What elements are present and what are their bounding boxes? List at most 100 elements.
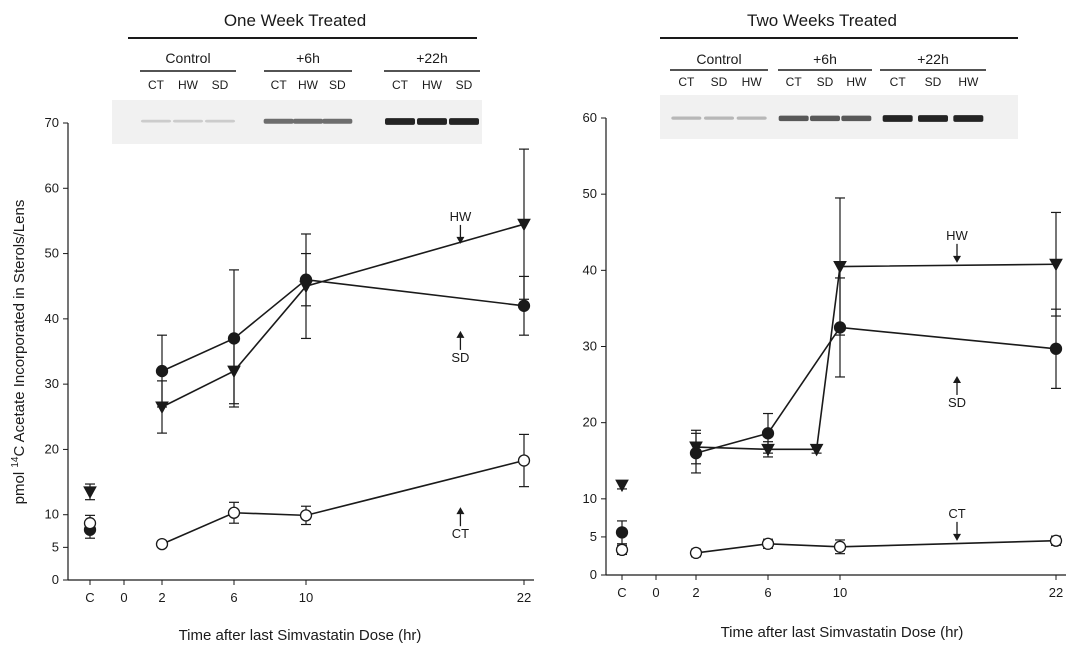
panel-one-week: One Week Treated Time after last Simvast…	[45, 11, 534, 644]
annotation-label: HW	[450, 209, 472, 224]
x-tick-label: 22	[1049, 585, 1063, 600]
blot-group-label: +22h	[917, 51, 949, 67]
blot-lane-label: SD	[711, 75, 728, 89]
y-tick-label: 30	[583, 339, 597, 354]
y-axis-label: pmol 14C Acetate Incorporated in Sterols…	[10, 200, 28, 505]
panel-title: One Week Treated	[224, 11, 366, 30]
x-tick-label: 6	[764, 585, 771, 600]
blot-group-label: +6h	[296, 50, 320, 66]
blot-lane-label: CT	[148, 78, 165, 92]
point-sd	[1049, 342, 1063, 355]
y-axis-label-superscript: 14	[10, 456, 21, 468]
y-tick-label: 10	[583, 491, 597, 506]
point-sd	[517, 299, 531, 312]
blot-band	[704, 116, 734, 120]
y-tick-label: 40	[583, 262, 597, 277]
x-axis-label: Time after last Simvastatin Dose (hr)	[721, 624, 964, 641]
blot-band	[953, 115, 984, 122]
blot-band	[173, 119, 203, 123]
blot-band	[736, 116, 767, 120]
y-tick-label: 60	[45, 180, 59, 195]
blot-band	[141, 119, 171, 123]
blot-band	[882, 115, 913, 122]
point-hw	[809, 443, 824, 457]
blot-band	[205, 119, 235, 123]
y-axis-label-prefix: pmol	[11, 468, 28, 505]
blot-lane-label: HW	[742, 75, 763, 89]
y-tick-label: 60	[583, 110, 597, 125]
y-axis-label-suffix: C Acetate Incorporated in Sterols/Lens	[11, 200, 28, 457]
blot-band	[778, 115, 809, 122]
blot-lane-label: SD	[456, 78, 473, 92]
annotation-label: HW	[946, 228, 968, 243]
panel-two-weeks: Two Weeks Treated Time after last Simvas…	[583, 11, 1066, 641]
blot-band	[263, 118, 294, 124]
annotation-label: SD	[948, 395, 966, 410]
blot-lane-label: CT	[392, 78, 409, 92]
point-hw	[83, 486, 97, 499]
blot-lane-label: CT	[678, 75, 695, 89]
point-sd	[761, 427, 775, 440]
point-ct	[227, 506, 241, 519]
x-tick-label: 2	[158, 590, 165, 605]
blot-band	[671, 116, 702, 120]
blot-band	[918, 115, 948, 122]
series-line-ct	[695, 539, 1057, 554]
y-tick-label: 0	[52, 572, 59, 587]
blot-group-label: Control	[165, 50, 210, 66]
blot-lane-label: SD	[212, 78, 229, 92]
y-tick-label: 40	[45, 311, 59, 326]
point-hw	[517, 218, 531, 232]
point-ct	[517, 454, 531, 467]
annotation-arrow-head	[456, 236, 465, 244]
y-tick-label: 20	[45, 441, 59, 456]
series-line-ct	[161, 459, 525, 545]
x-axis-label: Time after last Simvastatin Dose (hr)	[179, 627, 422, 644]
blot-band	[449, 118, 479, 125]
x-tick-label: 10	[833, 585, 847, 600]
blot-band	[417, 118, 447, 125]
y-tick-label: 5	[590, 529, 597, 544]
blot-band	[293, 118, 323, 124]
annotation-arrow-head	[456, 330, 465, 338]
y-tick-label: 50	[583, 186, 597, 201]
blot-band	[322, 118, 353, 124]
y-tick-label: 20	[583, 415, 597, 430]
blot-band	[841, 115, 872, 122]
annotation-label: CT	[948, 506, 965, 521]
x-tick-label: 0	[652, 585, 659, 600]
blot-lane-label: CT	[786, 75, 803, 89]
blot-lane-label: HW	[298, 78, 319, 92]
point-sd	[155, 364, 169, 378]
blot-lane-label: CT	[890, 75, 907, 89]
point-ct	[299, 509, 313, 522]
series-line-hw	[695, 263, 1057, 451]
point-sd	[615, 526, 629, 539]
annotation-arrow-head	[953, 375, 961, 383]
x-tick-label: 6	[230, 590, 237, 605]
blot-group-label: +6h	[813, 51, 837, 67]
annotation-arrow-head	[953, 255, 961, 263]
point-ct	[761, 537, 775, 550]
blot-lane-label: SD	[329, 78, 346, 92]
point-ct	[615, 543, 629, 557]
series-line-hw	[161, 223, 525, 408]
y-tick-label: 30	[45, 376, 59, 391]
point-sd	[227, 332, 241, 345]
point-hw	[1049, 258, 1063, 272]
blot-lane-label: HW	[846, 75, 867, 89]
blot-band	[810, 115, 840, 122]
x-tick-label: 22	[517, 590, 531, 605]
y-tick-label: 5	[52, 539, 59, 554]
blot-band	[385, 118, 415, 125]
y-tick-label: 10	[45, 507, 59, 522]
x-tick-label: C	[617, 585, 626, 600]
blot-lane-label: HW	[178, 78, 199, 92]
point-sd	[833, 321, 847, 334]
annotation-label: CT	[452, 526, 469, 541]
blot-lane-label: SD	[817, 75, 834, 89]
point-sd	[689, 446, 703, 460]
annotation-arrow-head	[456, 507, 465, 515]
y-tick-label: 50	[45, 246, 59, 261]
y-tick-label: 0	[590, 567, 597, 582]
